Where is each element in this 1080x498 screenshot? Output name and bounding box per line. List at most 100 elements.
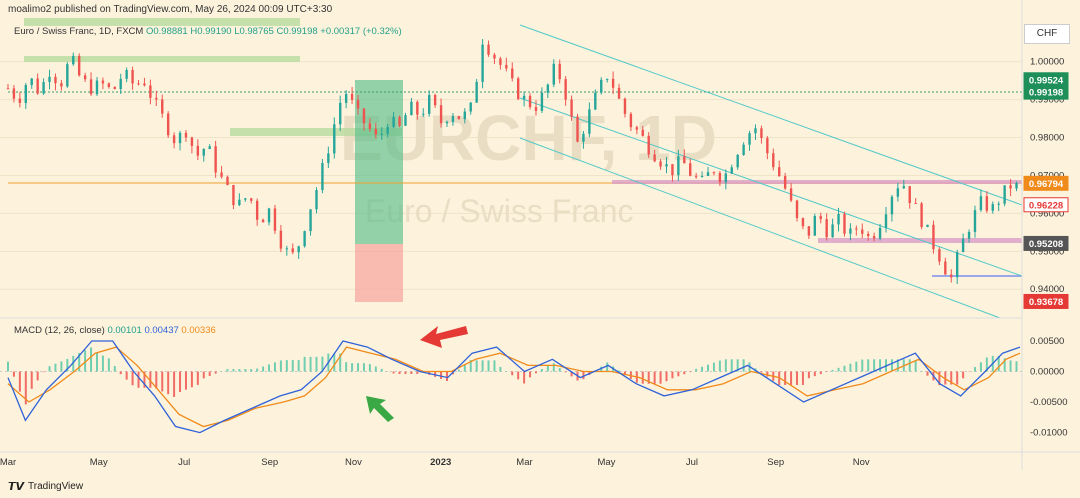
resistance-zone-upper[interactable] xyxy=(24,18,300,26)
macd-histogram-bar xyxy=(54,363,57,372)
candle-body xyxy=(95,80,99,95)
candle-body xyxy=(528,95,532,108)
macd-axis[interactable]: 0.00500 0.00000 -0.00500 -0.01000 xyxy=(1030,336,1068,439)
long-position-stop[interactable] xyxy=(355,244,403,302)
support-band-pink[interactable] xyxy=(818,238,1022,243)
candle-body xyxy=(493,54,496,59)
macd-histogram-bar xyxy=(855,361,858,372)
candle-body xyxy=(783,176,787,189)
macd-histogram-bar xyxy=(303,356,306,372)
macd-histogram-bar xyxy=(125,371,128,380)
macd-histogram-bar xyxy=(416,371,419,374)
candle-body xyxy=(344,93,348,103)
macd-histogram-bar xyxy=(683,371,686,375)
candle-body xyxy=(220,172,223,177)
support-zone-mid[interactable] xyxy=(230,128,402,136)
macd-histogram-bar xyxy=(540,369,543,372)
macd-histogram-bar xyxy=(24,371,27,405)
macd-histogram-bar xyxy=(42,371,45,373)
macd-histogram-bar xyxy=(517,371,520,380)
macd-histogram-bar xyxy=(707,364,710,372)
macd-histogram-bar xyxy=(445,371,448,382)
candle-body xyxy=(487,44,490,55)
candle-body xyxy=(700,176,704,178)
currency-button[interactable]: CHF xyxy=(1024,24,1070,44)
candle-body xyxy=(635,127,639,130)
candle-body xyxy=(647,135,650,155)
candle-body xyxy=(813,216,817,236)
macd-histogram-bar xyxy=(736,359,739,372)
resistance-band-pink[interactable] xyxy=(612,180,1022,184)
macd-histogram-bar xyxy=(511,371,514,376)
macd-histogram-bar xyxy=(695,368,698,372)
candle-body xyxy=(855,228,858,230)
channel-middle-line[interactable] xyxy=(519,97,1023,277)
macd-histogram-bar xyxy=(309,356,312,372)
macd-histogram-bar xyxy=(119,371,122,375)
macd-pane xyxy=(0,340,1022,434)
macd-histogram-bar xyxy=(1015,361,1018,372)
macd-histogram-bar xyxy=(48,366,51,372)
candle-body xyxy=(511,68,514,79)
candle-body xyxy=(137,83,140,85)
channel-lower-line[interactable] xyxy=(519,137,1001,319)
candle-body xyxy=(712,172,716,174)
resistance-zone-top[interactable] xyxy=(24,56,300,62)
macd-label[interactable]: MACD (12, 26, close) xyxy=(14,325,105,336)
candle-body xyxy=(961,238,965,253)
footer-brand[interactable]: TradingView xyxy=(28,481,84,492)
price-tags: 0.99524 0.99198 0.96794 0.96228 0.95208 0.936… xyxy=(1023,72,1069,309)
price-tick-label: 0.94000 xyxy=(1030,284,1064,295)
macd-histogram-bar xyxy=(914,360,917,372)
price-tag-box xyxy=(1023,235,1069,251)
candle-body xyxy=(849,228,852,234)
macd-histogram-bar xyxy=(529,371,532,378)
candle-body xyxy=(795,200,799,219)
candle-body xyxy=(356,99,360,109)
time-tick-label: May xyxy=(597,457,615,468)
macd-histogram-bar xyxy=(564,371,567,373)
channel-upper-line[interactable] xyxy=(519,24,1023,206)
candle-body xyxy=(261,219,265,223)
candle-body xyxy=(950,274,953,278)
candle-body xyxy=(641,129,644,136)
candle-body xyxy=(789,188,793,201)
macd-histogram-bar xyxy=(718,360,721,372)
macd-histogram-bar xyxy=(179,371,182,393)
candle-body xyxy=(196,145,200,156)
tradingview-logo-icon[interactable]: 𝙏𝙑 xyxy=(8,481,25,493)
time-tick-label: Mar xyxy=(0,457,16,468)
macd-histogram-bar xyxy=(701,366,704,372)
candle-body xyxy=(72,55,75,65)
macd-histogram-bar xyxy=(7,361,9,372)
candle-body xyxy=(872,236,876,239)
macd-histogram-bar xyxy=(84,350,87,372)
candle-body xyxy=(309,209,312,232)
time-axis[interactable]: Mar May Jul Sep Nov 2023 Mar May Jul Sep Nov xyxy=(0,457,870,468)
macd-histogram-bar xyxy=(766,371,769,377)
candle-body xyxy=(706,172,710,177)
candle-body xyxy=(380,133,383,135)
candle-body xyxy=(997,203,1000,205)
macd-histogram-bar xyxy=(232,369,235,372)
time-tick-label: Jul xyxy=(686,457,698,468)
candle-body xyxy=(1015,182,1018,189)
macd-histogram-bar xyxy=(997,355,1000,372)
candle-body xyxy=(125,69,128,79)
macd-histogram-bar xyxy=(890,359,893,372)
candle-body xyxy=(119,78,122,90)
footer: 𝙏𝙑 TradingView xyxy=(8,480,83,493)
macd-histogram-bar xyxy=(487,360,490,372)
candle-body xyxy=(819,216,822,220)
candle-body xyxy=(404,115,407,126)
candle-body xyxy=(914,203,917,205)
macd-histogram-bar xyxy=(570,371,573,377)
macd-histogram-bar xyxy=(807,371,810,379)
symbol-name[interactable]: Euro / Swiss Franc, 1D, FXCM xyxy=(14,26,144,37)
macd-histogram-bar xyxy=(742,359,745,372)
long-position-target[interactable] xyxy=(355,80,403,244)
candle-body xyxy=(837,213,840,225)
watermark-name: Euro / Swiss Franc xyxy=(365,193,634,229)
macd-histogram-bar xyxy=(214,371,217,374)
